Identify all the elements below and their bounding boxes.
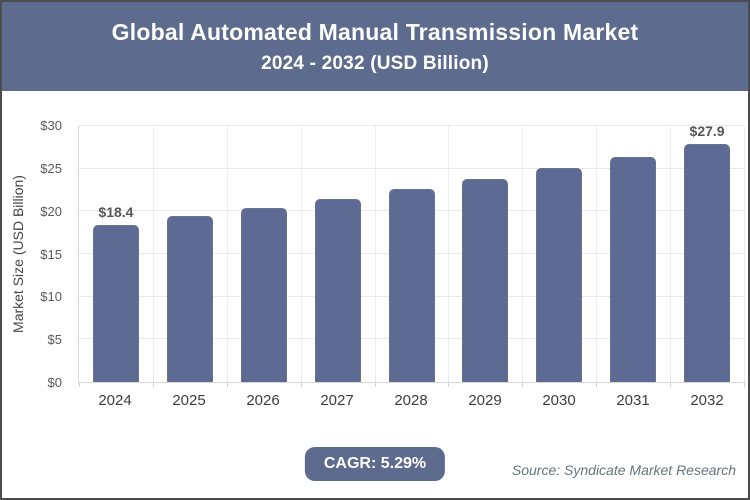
y-tick-label: $20 bbox=[40, 203, 62, 219]
bar-column-2024: $18.4 bbox=[79, 126, 153, 382]
chart-title: Global Automated Manual Transmission Mar… bbox=[111, 18, 639, 45]
x-axis-tick bbox=[152, 382, 154, 387]
x-axis-tick bbox=[300, 382, 302, 387]
x-tick-label-2029: 2029 bbox=[468, 392, 502, 409]
cagr-badge: CAGR: 5.29% bbox=[304, 447, 446, 481]
gridline-vertical bbox=[522, 126, 524, 382]
x-axis-tick bbox=[374, 382, 376, 387]
bar-2032 bbox=[684, 143, 731, 382]
x-axis-tick bbox=[522, 382, 524, 387]
gridline-vertical bbox=[374, 126, 376, 382]
gridline-vertical bbox=[670, 126, 672, 382]
x-axis-tick bbox=[448, 382, 450, 387]
y-tick-label: $5 bbox=[47, 332, 62, 348]
bar-column-2026 bbox=[227, 126, 301, 382]
y-tick-label: $0 bbox=[47, 375, 62, 390]
y-tick-label: $10 bbox=[40, 289, 62, 305]
y-axis-ticks: $0 $5 $10 $15 $20 $25 $30 bbox=[2, 118, 70, 390]
x-axis-tick bbox=[744, 382, 745, 387]
bar-column-2029 bbox=[448, 126, 522, 382]
bar-column-2030 bbox=[522, 126, 596, 382]
chart-area: Market Size (USD Billion) $0 $5 $10 $15 $20 $… bbox=[2, 91, 748, 498]
chart-subtitle: 2024 - 2032 (USD Billion) bbox=[261, 52, 489, 74]
chart-header: Global Automated Manual Transmission Mar… bbox=[2, 2, 748, 91]
gridline-vertical bbox=[596, 126, 598, 382]
bar-2029 bbox=[462, 178, 509, 382]
gridline-vertical bbox=[152, 126, 154, 382]
y-tick-label: $30 bbox=[40, 118, 62, 133]
x-tick-label-2028: 2028 bbox=[394, 392, 428, 409]
x-axis-tick bbox=[670, 382, 672, 387]
y-tick-label: $15 bbox=[40, 246, 62, 262]
x-tick-label-2030: 2030 bbox=[542, 392, 576, 409]
bar-column-2027 bbox=[301, 126, 375, 382]
gridline-horizontal bbox=[79, 125, 744, 126]
bar-2028 bbox=[388, 189, 435, 382]
gridline-vertical bbox=[448, 126, 450, 382]
source-credit: Source: Syndicate Market Research bbox=[511, 462, 736, 478]
x-tick-label-2025: 2025 bbox=[172, 392, 206, 409]
bar-2024 bbox=[92, 225, 139, 382]
x-tick-label-2031: 2031 bbox=[616, 392, 650, 409]
x-axis-tick bbox=[596, 382, 598, 387]
gridline-horizontal bbox=[79, 167, 744, 169]
bar-2026 bbox=[240, 207, 287, 382]
x-tick-label-2032: 2032 bbox=[690, 392, 724, 409]
bar-2025 bbox=[166, 216, 213, 382]
bar-value-label-2032: $27.9 bbox=[689, 122, 725, 139]
bar-column-2028 bbox=[375, 126, 449, 382]
gridline-vertical bbox=[300, 126, 302, 382]
bar-value-label-2024: $18.4 bbox=[98, 204, 134, 220]
bar-column-2025 bbox=[153, 126, 227, 382]
bars-container: $18.4 $27.9 bbox=[79, 122, 744, 382]
bar-2030 bbox=[536, 167, 583, 382]
bar-column-2032: $27.9 bbox=[670, 122, 744, 382]
y-tick-label: $25 bbox=[40, 160, 62, 176]
gridline-vertical bbox=[744, 126, 745, 382]
x-axis-tick bbox=[226, 382, 228, 387]
x-tick-label-2024: 2024 bbox=[98, 392, 132, 409]
x-tick-label-2027: 2027 bbox=[320, 392, 354, 409]
bar-2031 bbox=[610, 156, 657, 382]
x-axis-tick bbox=[79, 382, 80, 387]
plot-area: $18.4 $27.9 bbox=[78, 122, 745, 387]
bar-column-2031 bbox=[596, 126, 670, 382]
x-tick-label-2026: 2026 bbox=[246, 392, 280, 409]
bar-2027 bbox=[314, 198, 361, 382]
x-axis-labels: 2024 2025 2026 2027 2028 2029 2030 2031 2032 bbox=[78, 392, 744, 409]
gridline-vertical bbox=[226, 126, 228, 382]
